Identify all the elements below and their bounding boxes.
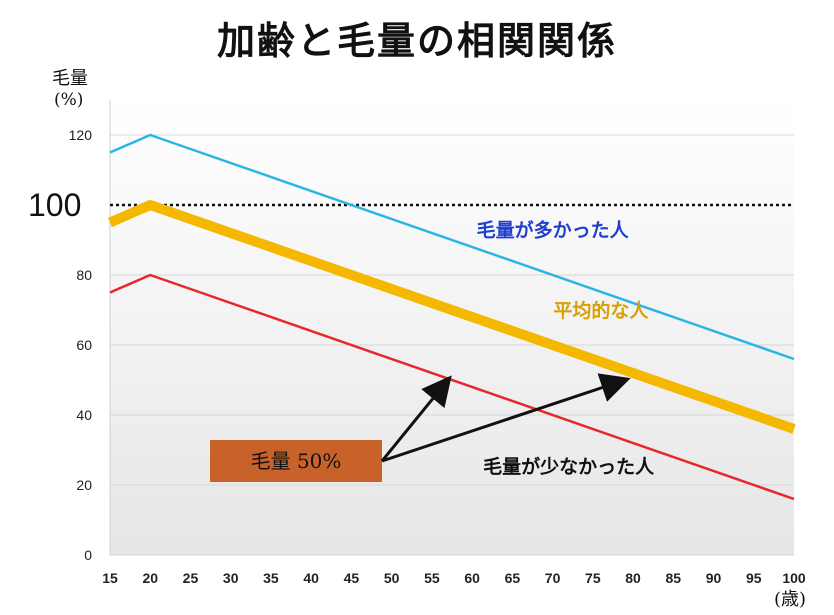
x-tick-label-80: 80 (625, 570, 641, 586)
y-tick-label-80: 80 (76, 267, 92, 283)
x-tick-label-85: 85 (666, 570, 682, 586)
x-tick-label-45: 45 (344, 570, 360, 586)
x-tick-label-95: 95 (746, 570, 762, 586)
y-axis-label: 毛量 (52, 68, 88, 89)
x-tick-label-75: 75 (585, 570, 601, 586)
y-tick-label-20: 20 (76, 477, 92, 493)
x-tick-label-100: 100 (782, 570, 806, 586)
x-tick-label-70: 70 (545, 570, 561, 586)
x-tick-label-60: 60 (464, 570, 480, 586)
x-tick-label-25: 25 (183, 570, 199, 586)
annotation-box (210, 440, 382, 482)
annotation-arrow-1 (380, 375, 452, 462)
plot-area (110, 100, 794, 555)
x-tick-label-50: 50 (384, 570, 400, 586)
y-tick-label-120: 120 (69, 127, 93, 143)
x-tick-label-30: 30 (223, 570, 239, 586)
x-tick-label-35: 35 (263, 570, 279, 586)
reference-line-label: 100 (28, 187, 81, 223)
series-label-many: 毛量が多かった人 (477, 219, 630, 242)
x-tick-label-55: 55 (424, 570, 440, 586)
series-line-many (109, 133, 795, 361)
y-tick-label-60: 60 (76, 337, 92, 353)
series-line-average (108, 200, 796, 434)
y-tick-label-0: 0 (84, 547, 92, 563)
x-axis-unit: (歳) (774, 589, 807, 610)
x-tick-label-40: 40 (303, 570, 319, 586)
x-tick-label-20: 20 (142, 570, 158, 586)
annotation-text: 毛量 50% (251, 449, 342, 473)
y-axis-unit: (%) (54, 90, 84, 110)
annotation-arrow-2 (381, 373, 631, 463)
series-label-few: 毛量が少なかった人 (483, 455, 655, 478)
series-line-few (109, 273, 795, 501)
x-tick-label-15: 15 (102, 570, 118, 586)
x-tick-label-90: 90 (706, 570, 722, 586)
y-tick-label-40: 40 (76, 407, 92, 423)
x-tick-label-65: 65 (505, 570, 521, 586)
chart-title: 加齢と毛量の相関関係 (216, 18, 617, 63)
series-label-average: 平均的な人 (553, 299, 649, 322)
